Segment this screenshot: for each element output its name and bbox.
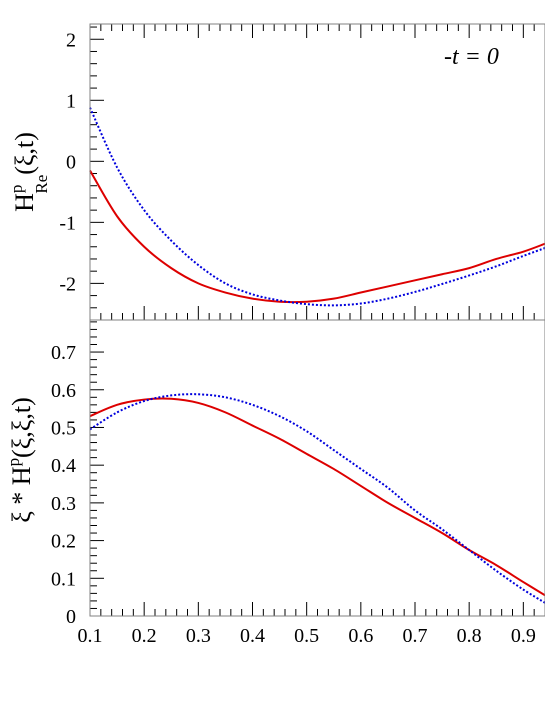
xtick-label: 0.7 xyxy=(403,625,428,647)
top-annotation: -t = 0 xyxy=(444,44,499,70)
bottom-ytick-label: 0.5 xyxy=(51,417,76,439)
top-ylabel: Hp Re(ξ,t) xyxy=(7,132,51,212)
xtick-label: 0.5 xyxy=(294,625,319,647)
bottom-ytick-label: 0.2 xyxy=(51,531,76,553)
bottom-ylabel: ξ * Hp(ξ,ξ,t) xyxy=(4,397,36,523)
bottom-ylabel-args: (ξ,ξ,t) xyxy=(7,397,36,458)
top-ytick-label: 1 xyxy=(66,90,76,112)
bottom-ytick-label: 0.4 xyxy=(51,455,76,477)
xtick-label: 0.3 xyxy=(186,625,211,647)
bottom-plot-frame xyxy=(89,319,545,617)
top-ytick-label: 0 xyxy=(66,151,76,173)
bottom-panel: 00.10.20.30.40.50.60.7 0.1 0.2 0.3 0.4 0.5 0.… xyxy=(4,319,545,647)
xtick-label: 0.2 xyxy=(132,625,157,647)
xtick-label: 0.4 xyxy=(240,625,265,647)
bottom-ticks xyxy=(89,321,545,617)
bottom-series-solid-line xyxy=(89,397,545,597)
xtick-label: 0.8 xyxy=(457,625,482,647)
top-ylabel-sup: p xyxy=(7,185,26,194)
bottom-series-group xyxy=(89,393,545,604)
bottom-ytick-labels: 0 0.1 0.2 0.3 0.4 0.5 0.6 0.7 xyxy=(51,342,76,628)
top-ylabel-args: (ξ,t) xyxy=(10,132,39,175)
top-ytick-label: -1 xyxy=(59,212,76,234)
top-ytick-label: -2 xyxy=(59,273,76,295)
top-ticks xyxy=(89,24,545,321)
top-ylabel-sub: Re xyxy=(32,175,51,194)
top-series-solid-line xyxy=(89,169,545,304)
top-ytick-labels: -2 -1 0 1 2 xyxy=(59,29,76,295)
bottom-ytick-label: 0.1 xyxy=(51,568,76,590)
bottom-ylabel-sup: p xyxy=(4,458,23,467)
bottom-ytick-label: 0.6 xyxy=(51,380,76,402)
bottom-ytick-label: 0.3 xyxy=(51,493,76,515)
bottom-ytick-label: 0.7 xyxy=(51,342,76,364)
top-series-dotted-line xyxy=(89,107,545,307)
xtick-label: 0.6 xyxy=(348,625,373,647)
bottom-ylabel-main: ξ * H xyxy=(7,466,36,523)
top-panel: -2 -1 0 1 2 -t = 0 Hp Re(ξ,t) xyxy=(7,23,545,321)
bottom-xtick-labels: 0.1 0.2 0.3 0.4 0.5 0.6 0.7 0.8 0.9 xyxy=(78,625,536,647)
bottom-series-dotted-line xyxy=(89,393,545,604)
bottom-ytick-label: 0 xyxy=(66,606,76,628)
top-ytick-label: 2 xyxy=(66,29,76,51)
top-ylabel-main: H xyxy=(10,193,39,212)
xtick-label: 0.1 xyxy=(78,625,103,647)
top-series-group xyxy=(89,107,545,307)
xtick-label: 0.9 xyxy=(511,625,536,647)
